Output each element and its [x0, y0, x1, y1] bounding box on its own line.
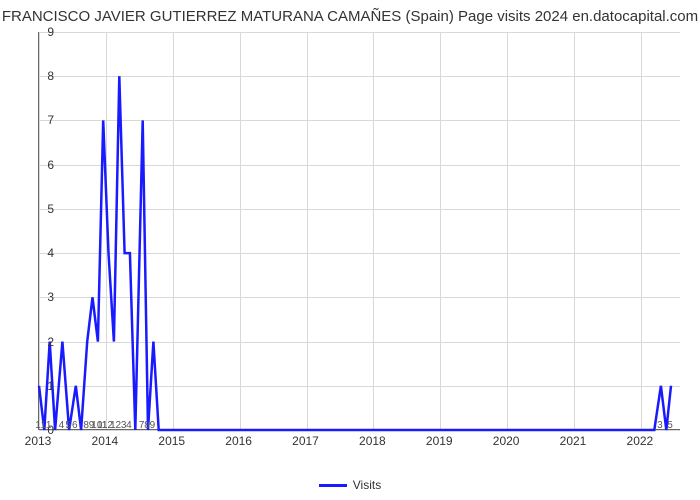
legend-swatch — [319, 484, 347, 487]
point-label: 4 — [59, 420, 65, 431]
x-tick-label: 2021 — [560, 434, 587, 448]
x-tick-label: 2019 — [426, 434, 453, 448]
chart-area — [38, 32, 680, 430]
y-tick-label: 6 — [47, 158, 54, 172]
y-tick-label: 5 — [47, 202, 54, 216]
x-tick-label: 2014 — [92, 434, 119, 448]
chart-container: FRANCISCO JAVIER GUTIERREZ MATURANA CAMA… — [0, 0, 700, 500]
point-label: 5 — [667, 420, 673, 431]
point-label: 4 — [126, 420, 132, 431]
legend: Visits — [0, 478, 700, 492]
visits-line — [39, 32, 680, 429]
x-tick-label: 2016 — [225, 434, 252, 448]
y-tick-label: 3 — [47, 290, 54, 304]
point-label: 1 — [46, 420, 52, 431]
y-tick-label: 7 — [47, 113, 54, 127]
point-label: 3 — [657, 420, 663, 431]
y-tick-label: 1 — [47, 379, 54, 393]
x-tick-label: 2017 — [292, 434, 319, 448]
x-tick-label: 2020 — [493, 434, 520, 448]
x-tick-label: 2015 — [158, 434, 185, 448]
point-label: 5 — [65, 420, 71, 431]
y-tick-label: 9 — [47, 25, 54, 39]
x-tick-label: 2022 — [627, 434, 654, 448]
plot-region — [38, 32, 680, 430]
point-label: 9 — [150, 420, 156, 431]
chart-title: FRANCISCO JAVIER GUTIERREZ MATURANA CAMA… — [0, 8, 700, 25]
x-tick-label: 2018 — [359, 434, 386, 448]
legend-label: Visits — [353, 478, 381, 492]
x-tick-label: 2013 — [25, 434, 52, 448]
y-tick-label: 2 — [47, 335, 54, 349]
y-tick-label: 8 — [47, 69, 54, 83]
y-tick-label: 4 — [47, 246, 54, 260]
point-label: 6 — [72, 420, 78, 431]
